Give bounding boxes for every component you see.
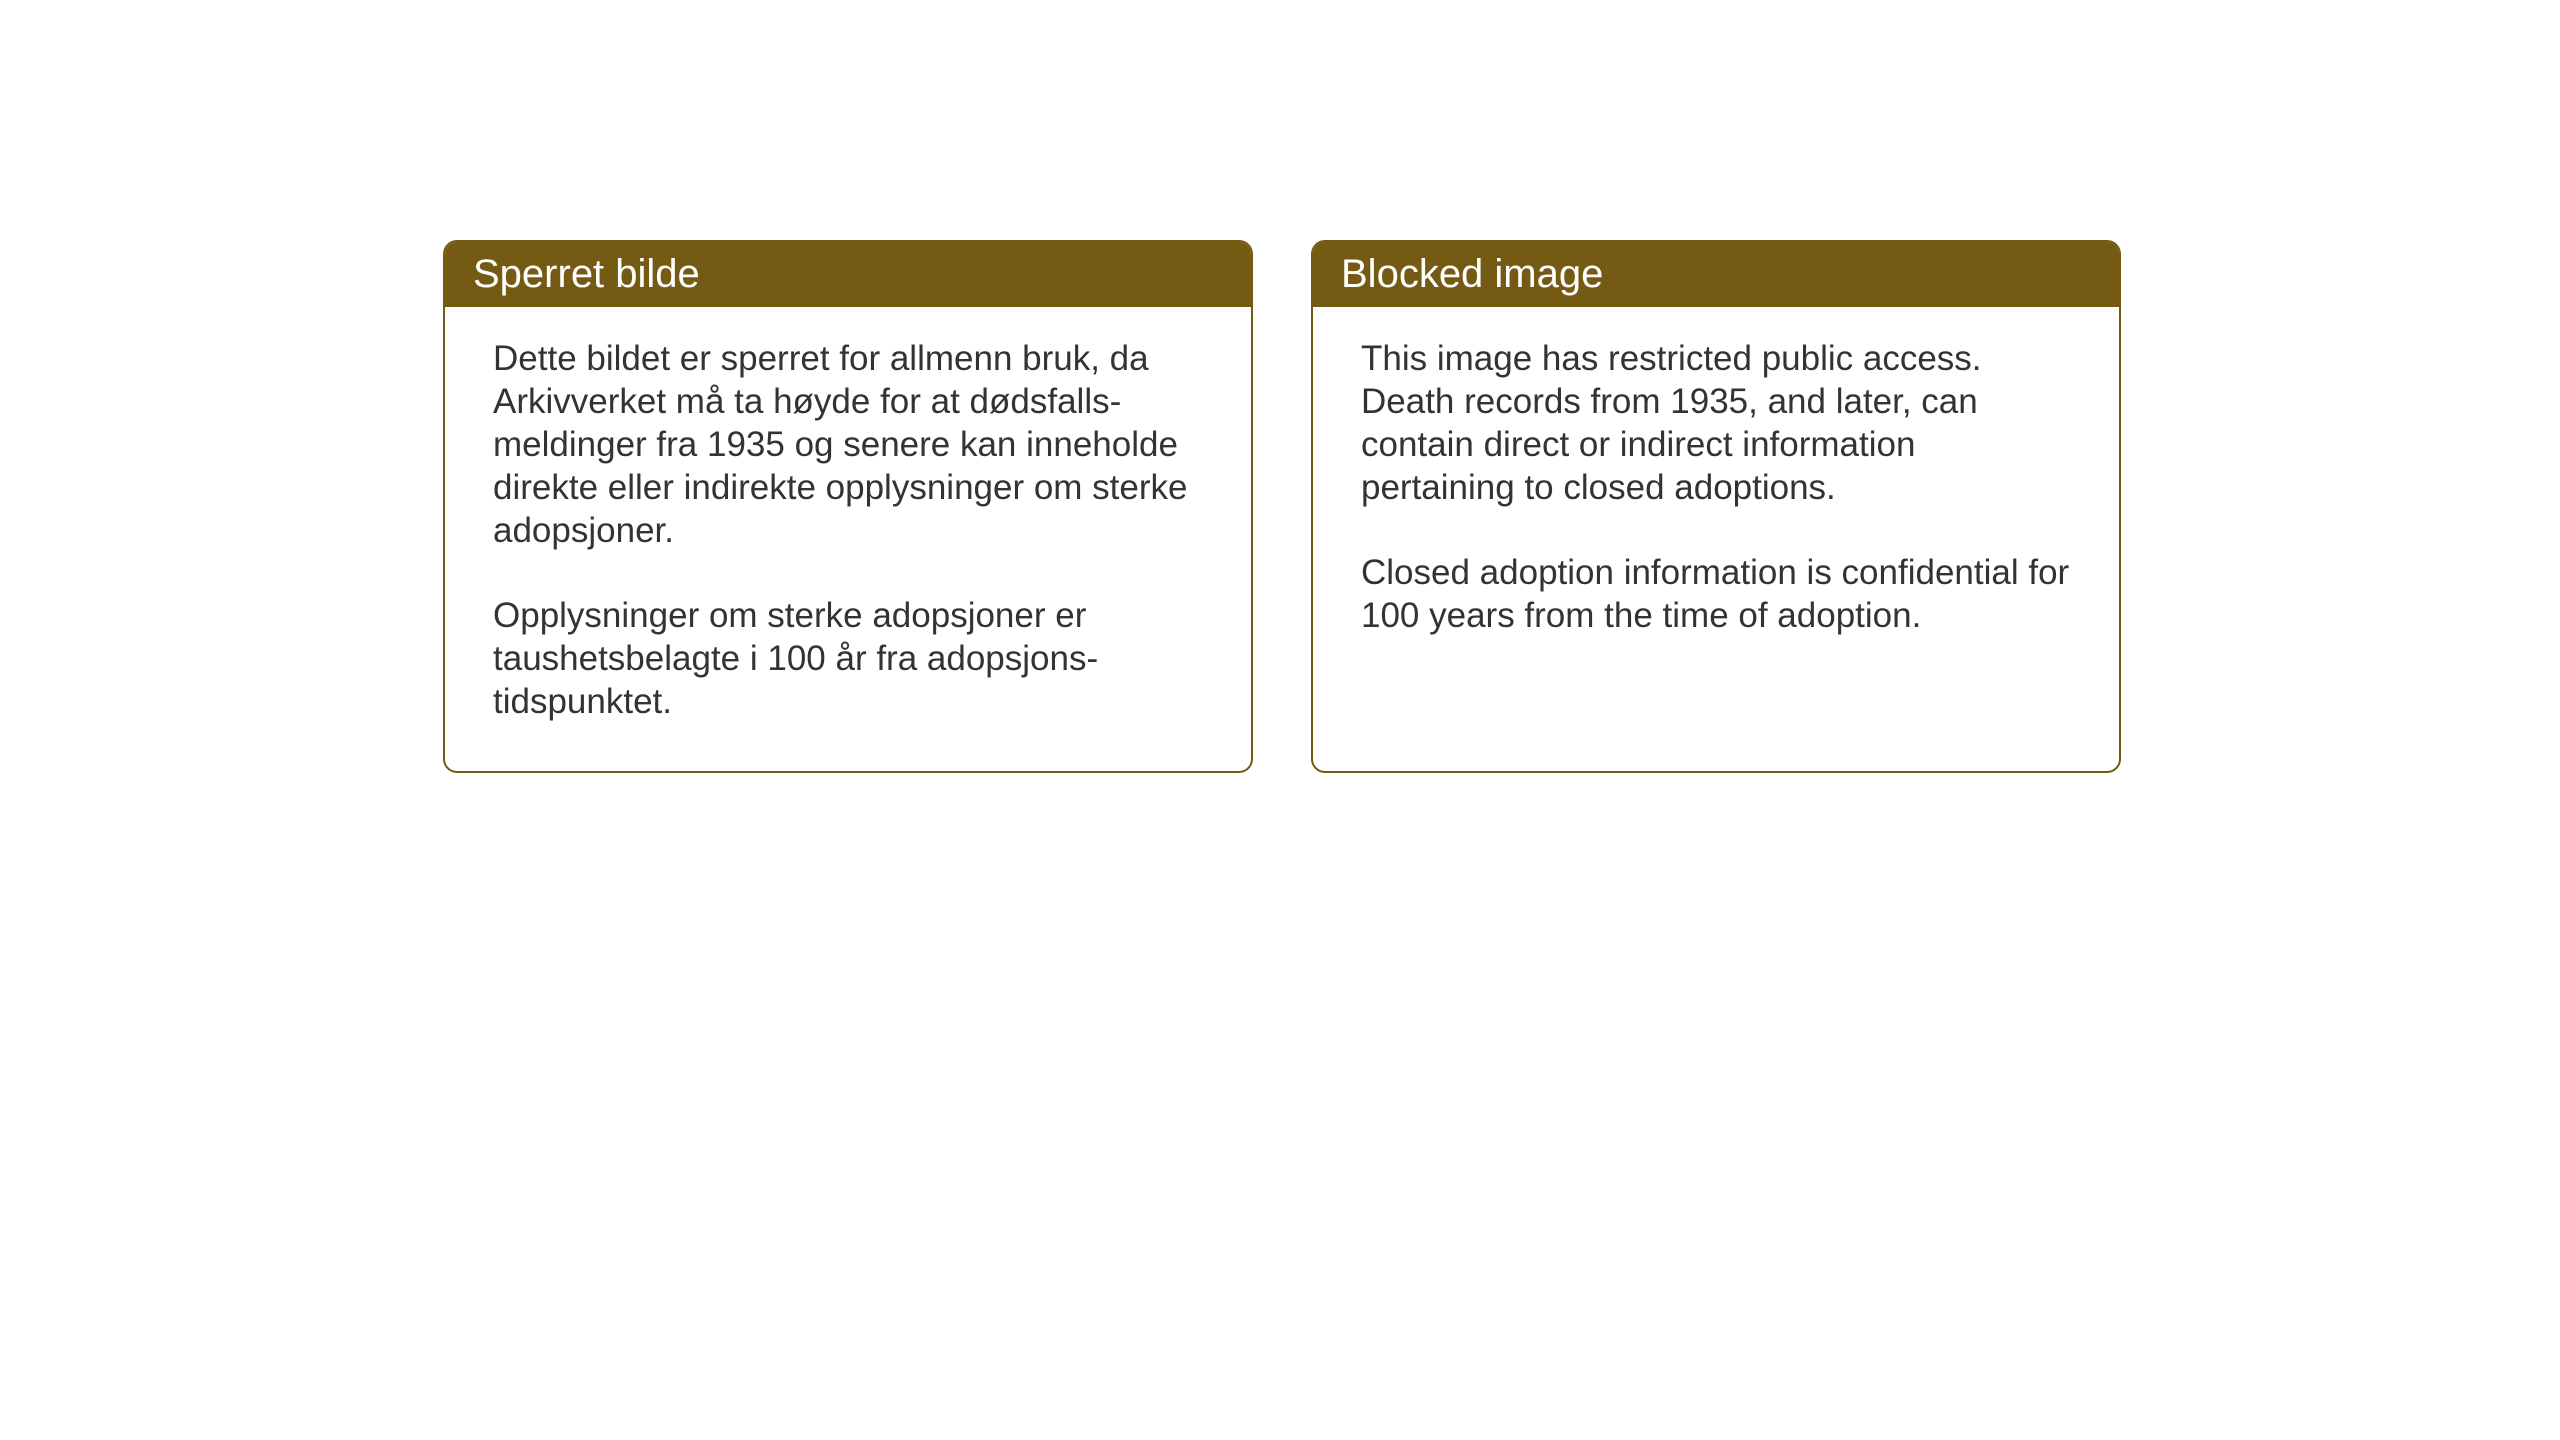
card-english: Blocked image This image has restricted … [1311,240,2121,773]
card-norwegian-paragraph-2: Opplysninger om sterke adopsjoner er tau… [493,594,1203,723]
card-english-body: This image has restricted public access.… [1313,307,2119,685]
card-norwegian: Sperret bilde Dette bildet er sperret fo… [443,240,1253,773]
card-english-title: Blocked image [1341,252,1603,296]
card-english-paragraph-2: Closed adoption information is confident… [1361,551,2071,637]
cards-container: Sperret bilde Dette bildet er sperret fo… [443,240,2121,773]
card-norwegian-paragraph-1: Dette bildet er sperret for allmenn bruk… [493,337,1203,552]
card-english-header: Blocked image [1313,242,2119,307]
card-norwegian-title: Sperret bilde [473,252,700,296]
card-norwegian-header: Sperret bilde [445,242,1251,307]
card-norwegian-body: Dette bildet er sperret for allmenn bruk… [445,307,1251,771]
card-english-paragraph-1: This image has restricted public access.… [1361,337,2071,509]
